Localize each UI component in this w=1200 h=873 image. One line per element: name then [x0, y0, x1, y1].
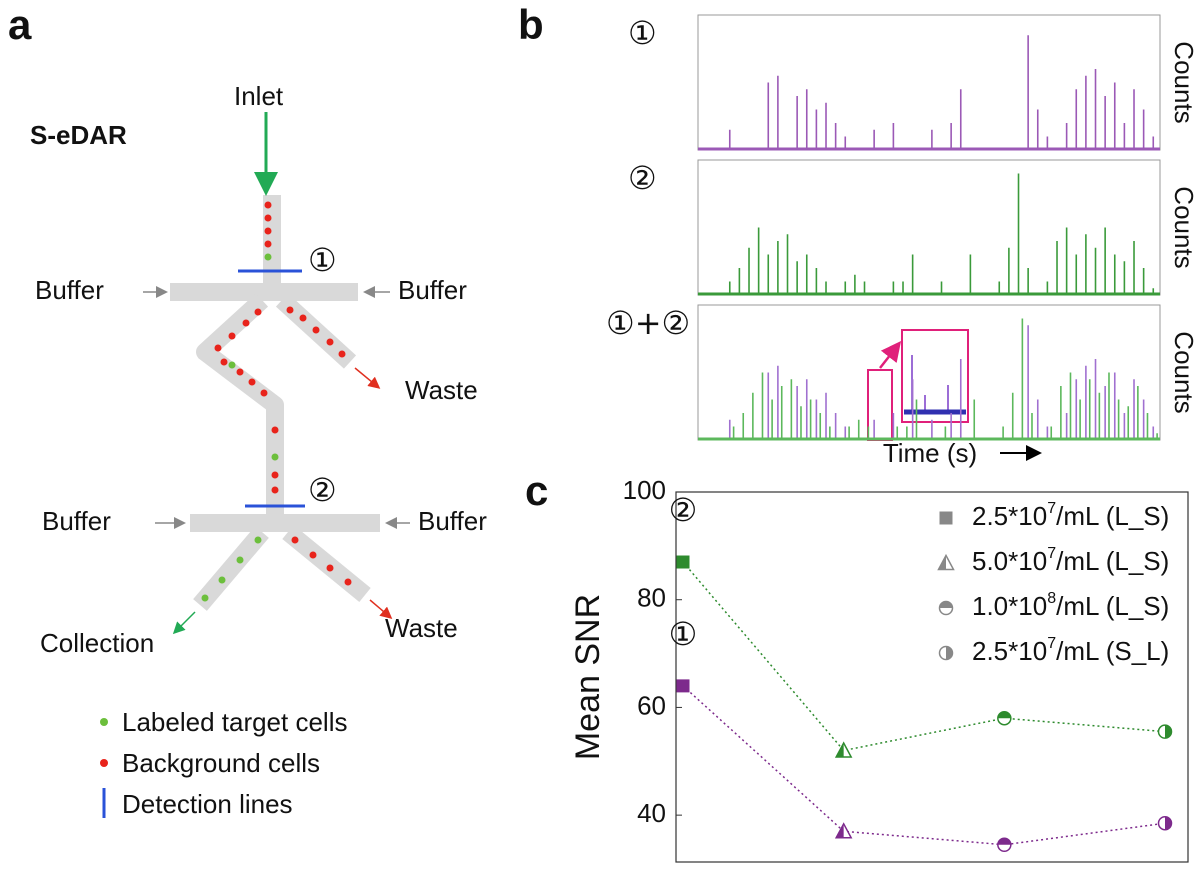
legend-text: /mL (L_S)	[1056, 501, 1169, 531]
marker-part	[1165, 816, 1172, 830]
zoom-box	[867, 369, 893, 441]
label: Buffer	[35, 275, 104, 305]
series-label: ①	[669, 615, 698, 653]
series-label: ②	[669, 491, 698, 529]
data-point	[834, 822, 853, 839]
y-axis-label: Mean SNR	[569, 594, 607, 760]
detection-point: ①	[308, 241, 337, 279]
series-line	[682, 685, 1166, 846]
legend-label: Background cells	[122, 748, 320, 778]
legend-marker	[938, 600, 954, 616]
arrow	[172, 611, 196, 635]
y-axis-label: Counts	[1169, 186, 1199, 268]
label: Inlet	[234, 81, 284, 111]
data-point	[1157, 815, 1173, 831]
marker-part	[676, 555, 690, 569]
detection-point: ②	[308, 471, 337, 509]
legend-text: 1.0*10	[972, 591, 1047, 621]
legend-exponent: 8	[1047, 590, 1056, 607]
legend-marker	[938, 645, 954, 661]
data-point	[997, 710, 1012, 726]
legend-label: Labeled target cells	[122, 707, 347, 737]
legend-label: 1.0*108/mL (L_S)	[972, 590, 1169, 621]
y-tick-label: 40	[637, 798, 666, 828]
data-point	[1157, 724, 1173, 739]
legend-exponent: 7	[1047, 545, 1056, 562]
diagram-title: S-eDAR	[30, 120, 127, 150]
legend-label: 5.0*107/mL (L_S)	[972, 545, 1169, 576]
marker-part	[1165, 725, 1172, 739]
legend-marker	[939, 511, 953, 525]
marker-part	[836, 743, 844, 758]
marker-part	[939, 601, 953, 608]
data-point	[834, 741, 853, 758]
label: Buffer	[398, 275, 467, 305]
y-axis-label: Counts	[1169, 41, 1199, 123]
marker-part	[997, 838, 1011, 845]
marker-part	[946, 646, 953, 660]
zoom-arrow	[879, 341, 902, 369]
panel-label: b	[518, 1, 544, 48]
legend-exponent: 7	[1047, 635, 1056, 652]
legend-label: 2.5*107/mL (L_S)	[972, 500, 1169, 531]
label: Collection	[40, 628, 154, 658]
marker-part	[938, 555, 946, 570]
panel-label: c	[525, 467, 548, 514]
marker-part	[939, 511, 953, 525]
legend-label: Detection lines	[122, 789, 293, 819]
trace-label: ①	[628, 14, 657, 52]
marker-part	[836, 823, 844, 838]
plot-frame	[697, 159, 1161, 296]
legend-marker	[100, 718, 108, 726]
legend-label: 2.5*107/mL (S_L)	[972, 635, 1169, 666]
trace-label: ①+②	[606, 304, 690, 342]
channels	[170, 195, 380, 611]
legend-marker	[100, 759, 108, 767]
legend-exponent: 7	[1047, 500, 1056, 517]
cells	[201, 201, 352, 602]
data-point	[676, 679, 690, 693]
legend-marker	[937, 553, 955, 571]
label: Buffer	[42, 506, 111, 536]
data-point	[997, 837, 1012, 853]
y-tick-label: 100	[623, 475, 666, 505]
y-axis-label: Counts	[1169, 331, 1199, 413]
plot-frame	[697, 14, 1161, 151]
legend-text: 2.5*10	[972, 636, 1047, 666]
panel-label: a	[8, 1, 32, 48]
legend-text: 2.5*10	[972, 501, 1047, 531]
marker-part	[676, 679, 690, 693]
data-point	[676, 555, 690, 569]
legend-text: 5.0*10	[972, 546, 1047, 576]
label: Waste	[405, 375, 478, 405]
label: Waste	[385, 613, 458, 643]
label: Buffer	[418, 506, 487, 536]
y-tick-label: 60	[637, 690, 666, 720]
y-tick-label: 80	[637, 583, 666, 613]
trace-label: ②	[628, 159, 657, 197]
marker-part	[997, 711, 1011, 719]
plot-frame	[675, 491, 1189, 863]
x-axis-label: Time (s)	[883, 438, 977, 468]
legend-text: /mL (L_S)	[1056, 546, 1169, 576]
arrow	[369, 599, 393, 619]
legend-text: /mL (L_S)	[1056, 591, 1169, 621]
arrow	[354, 367, 381, 389]
legend-text: /mL (S_L)	[1056, 636, 1169, 666]
